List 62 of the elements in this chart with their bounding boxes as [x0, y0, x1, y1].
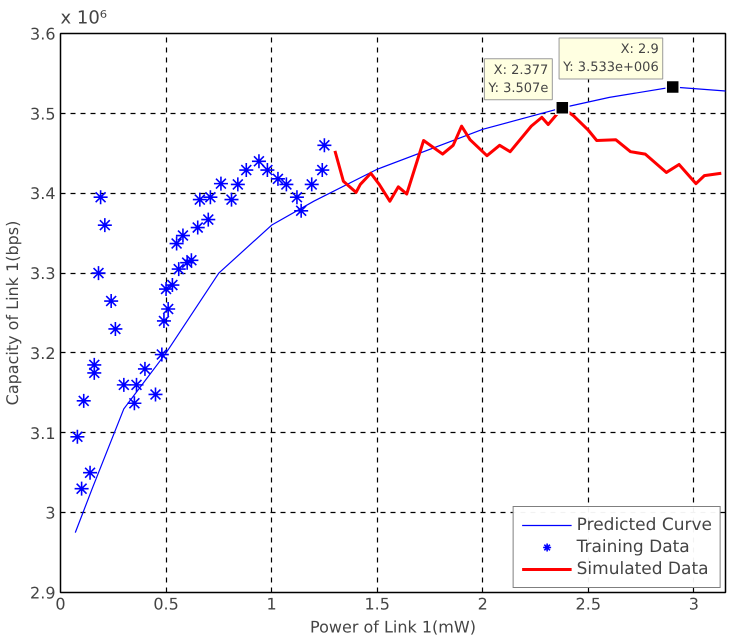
point [202, 189, 218, 206]
point [128, 377, 144, 393]
annotation: X: 2.9 Y: 3.533e+006 [562, 42, 659, 76]
point [90, 265, 106, 281]
point [251, 153, 267, 170]
x-tick-label: 2 [478, 594, 488, 614]
y-axis-title: Capacity of Link 1(bps) [3, 220, 22, 406]
point [76, 393, 92, 409]
point [86, 365, 102, 381]
point [148, 386, 164, 402]
point [192, 192, 208, 208]
x-tick-label: 1.5 [364, 594, 390, 614]
point [224, 192, 240, 208]
point [103, 293, 119, 309]
point [230, 176, 246, 192]
y-tick-label: 3.6 [30, 24, 56, 44]
point [316, 138, 332, 154]
legend-label: Simulated Data [576, 559, 709, 579]
x-tick-label: 3 [688, 594, 699, 614]
text: x 10⁶ [60, 8, 107, 28]
x-tick-label: 2.5 [576, 594, 602, 614]
legend-label: Predicted Curve [576, 515, 712, 535]
point [126, 395, 142, 412]
y-tick-label: 2.9 [30, 584, 56, 602]
point [314, 162, 330, 178]
point [238, 162, 254, 178]
point [156, 313, 172, 329]
point [200, 212, 216, 228]
point [70, 428, 86, 445]
point [213, 176, 229, 192]
x-tick-label: 0 [55, 594, 66, 614]
point [278, 176, 294, 192]
annotation: X: 2.377 Y: 3.507e [487, 62, 548, 96]
x-axis-title: Power of Link 1(mW) [310, 618, 476, 636]
legend-label: Training Data [576, 537, 690, 557]
point [82, 464, 98, 481]
point [175, 228, 191, 244]
point [168, 236, 184, 252]
y-tick-label: 3.1 [30, 424, 56, 443]
point [137, 361, 153, 377]
y-tick-label: 3.2 [30, 344, 56, 363]
point [260, 162, 276, 178]
point [190, 220, 206, 236]
point [92, 189, 108, 206]
point [160, 301, 176, 317]
point [293, 202, 309, 219]
point [270, 171, 286, 187]
point [170, 261, 187, 277]
point [86, 357, 102, 373]
y-tick-label: 3.3 [30, 264, 56, 284]
x-tick-label: 0.5 [153, 594, 179, 614]
point [154, 346, 170, 362]
point [97, 217, 113, 233]
point [108, 321, 124, 337]
x-tick-label: 1 [266, 594, 277, 614]
y-tick-label: 3.5 [30, 104, 56, 124]
y-tick-label: 3 [45, 504, 56, 523]
point [116, 377, 132, 393]
point [289, 189, 305, 206]
y-tick-label: 3.4 [30, 184, 56, 204]
point [304, 176, 320, 192]
point [74, 480, 90, 496]
